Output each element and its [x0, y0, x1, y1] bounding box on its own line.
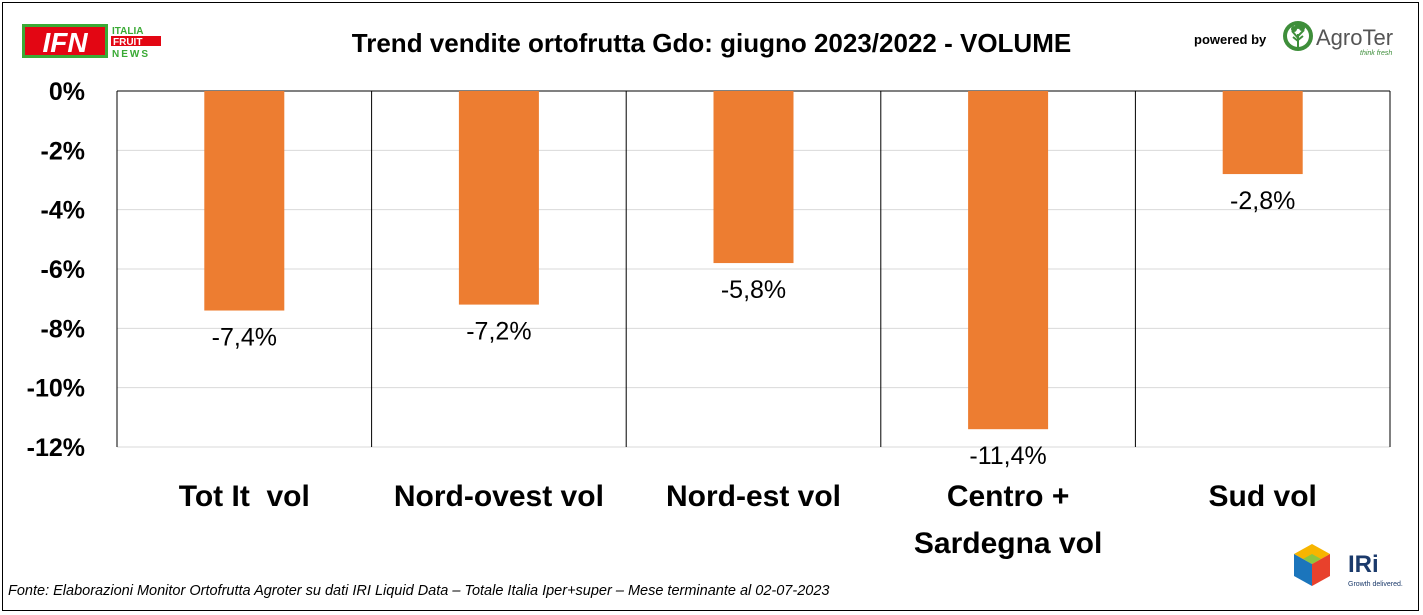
category-label: Centro + [947, 480, 1070, 513]
agroter-logo-tagline: think fresh [1360, 50, 1392, 57]
data-label: -2,8% [1230, 187, 1295, 215]
bar [1222, 91, 1303, 175]
bar [458, 91, 539, 305]
iri-logo: IRi Growth delivered. [1290, 540, 1410, 596]
y-tick-label: -2% [41, 137, 85, 165]
iri-logo-tagline: Growth delivered. [1348, 581, 1403, 588]
category-label: Tot It vol [179, 480, 310, 513]
bar [204, 91, 285, 311]
chart-title: Trend vendite ortofrutta Gdo: giugno 202… [351, 28, 1072, 58]
y-axis-ticks: 0% -2% -4% -6% -8% -10% -12% [27, 78, 85, 462]
data-labels: -7,4% -7,2% -5,8% -11,4% -2,8% [212, 187, 1296, 470]
agroter-logo: AgroTer think fresh [1282, 18, 1408, 58]
ifn-logo-line-3: NEWS [112, 49, 150, 58]
category-labels: Tot It vol Nord-ovest vol Nord-est vol Cent… [179, 480, 1317, 560]
ifn-logo: IFN ITALIA FRUIT NEWS [22, 24, 162, 60]
ifn-logo-line-1: ITALIA [112, 26, 143, 37]
data-label: -5,8% [721, 276, 786, 304]
y-tick-label: -8% [41, 315, 85, 343]
grid-lines [116, 90, 1391, 448]
source-note: Fonte: Elaborazioni Monitor Ortofrutta A… [8, 583, 830, 599]
ifn-logo-mark: IFN [42, 27, 88, 58]
powered-by-label: powered by [1194, 32, 1267, 47]
bar [968, 91, 1049, 430]
ifn-logo-line-2: FRUIT [113, 37, 142, 48]
data-label: -11,4% [969, 442, 1046, 470]
category-label: Nord-ovest vol [394, 480, 604, 513]
bar [713, 91, 794, 264]
data-label: -7,4% [212, 324, 277, 352]
bars [204, 91, 1303, 430]
y-tick-label: -10% [27, 375, 85, 403]
y-tick-label: -4% [41, 197, 85, 225]
category-label: Sardegna vol [914, 527, 1102, 560]
y-tick-label: -12% [27, 434, 85, 462]
agroter-logo-name: AgroTer [1316, 25, 1393, 50]
data-label: -7,2% [466, 318, 531, 346]
iri-logo-name: IRi [1348, 551, 1379, 578]
category-label: Sud vol [1209, 480, 1317, 513]
category-label: Nord-est vol [666, 480, 841, 513]
y-tick-label: 0% [49, 78, 85, 106]
y-tick-label: -6% [41, 256, 85, 284]
